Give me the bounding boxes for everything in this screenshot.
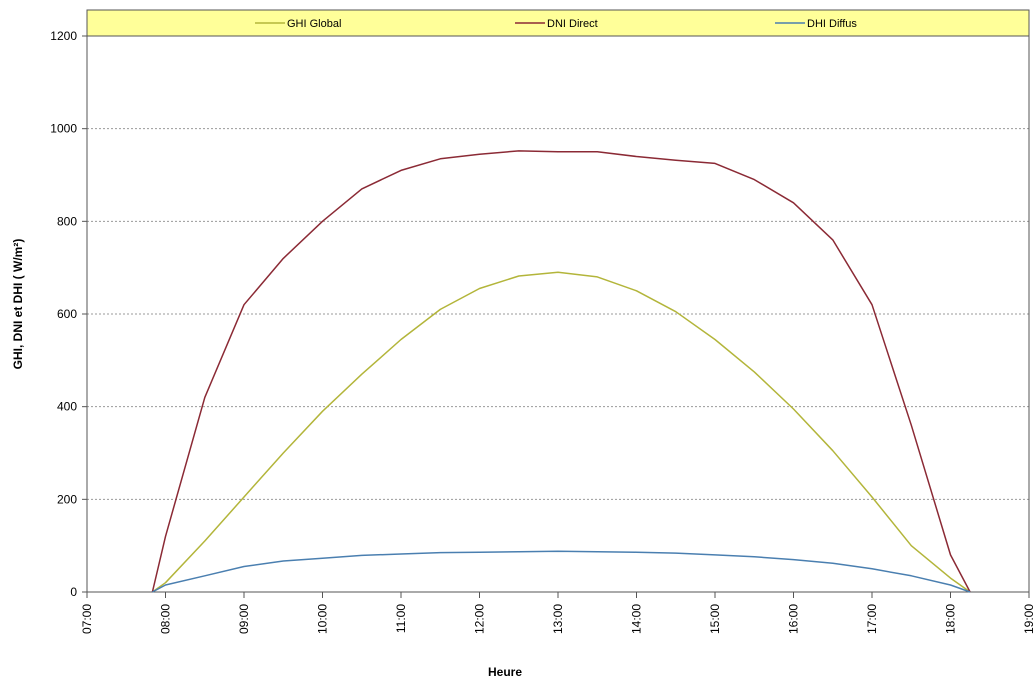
legend-label: DHI Diffus [807, 18, 857, 30]
series-line-3 [152, 550, 971, 593]
y-tick-label: 1200 [50, 29, 77, 43]
legend: GHI Global DNI Direct DHI Diffus [86, 9, 1030, 37]
x-tick-label: 15:00 [708, 604, 722, 634]
x-tick-label: 16:00 [787, 604, 801, 634]
x-tick-label: 17:00 [865, 604, 879, 634]
x-tick-label: 12:00 [473, 604, 487, 634]
y-tick-label: 800 [57, 214, 77, 228]
legend-label: DNI Direct [547, 18, 598, 30]
series-line-2 [151, 150, 971, 593]
y-tick-label: 600 [57, 307, 77, 321]
y-axis-title: GHI, DNI et DHI ( W/m²) [11, 239, 25, 370]
x-tick-label: 13:00 [551, 604, 565, 634]
y-tick-label: 200 [57, 492, 77, 506]
y-tick-label: 400 [57, 400, 77, 414]
axes: 0 200 400 600 800 1000 1200 07:00 08:00 09:00 10:0… [50, 29, 1034, 634]
series-line-1 [151, 271, 971, 593]
x-axis-title: Heure [488, 665, 522, 679]
legend-label: GHI Global [287, 18, 341, 30]
x-tick-label: 09:00 [237, 604, 251, 634]
x-tick-label: 07:00 [80, 604, 94, 634]
x-tick-label: 14:00 [630, 604, 644, 634]
x-tick-label: 18:00 [944, 604, 958, 634]
x-tick-label: 10:00 [316, 604, 330, 634]
y-tick-label: 1000 [50, 122, 77, 136]
y-tick-label: 0 [70, 585, 77, 599]
x-tick-label: 19:00 [1022, 604, 1034, 634]
x-tick-label: 11:00 [394, 604, 408, 633]
x-tick-label: 08:00 [159, 604, 173, 634]
series-layer [151, 150, 971, 593]
grid [87, 128, 1029, 500]
legend-box [86, 9, 1030, 37]
